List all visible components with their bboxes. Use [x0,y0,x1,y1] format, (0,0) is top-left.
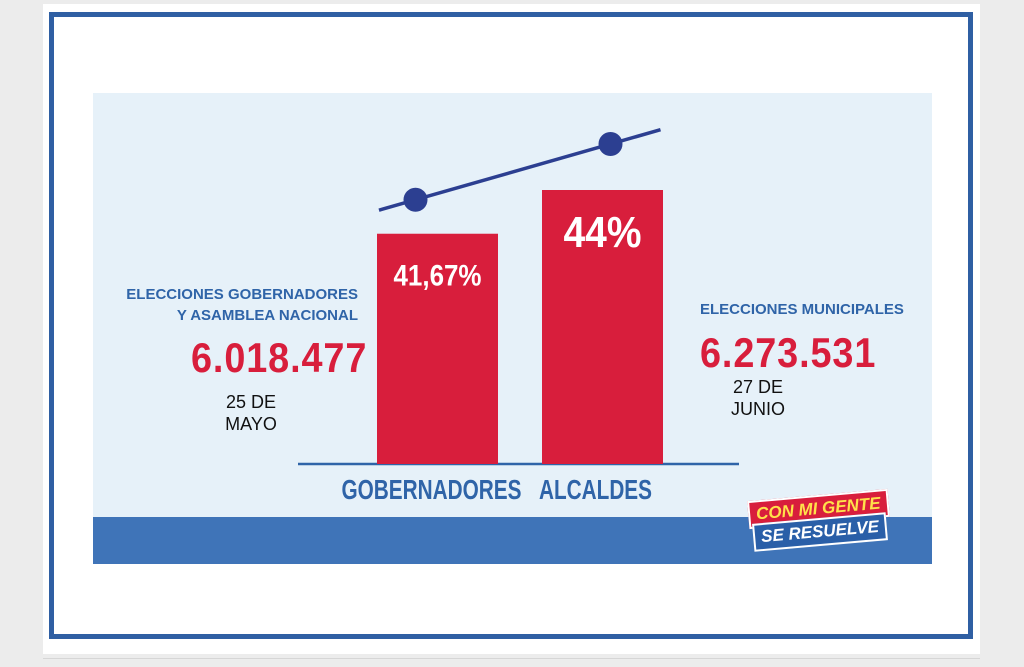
left-vote-count: 6.018.477 [191,334,368,381]
trend-point-alcaldes [598,132,623,156]
right-date-line1: 27 DE [732,377,784,397]
right-date: 27 DE JUNIO [718,376,798,420]
left-title-line1: ELECCIONES GOBERNADORES [126,286,358,303]
category-label-alcaldes: ALCALDES [539,474,652,505]
right-date-line2: JUNIO [731,399,785,419]
bottom-divider [43,658,980,659]
trend-point-gobernadores [403,187,428,212]
category-label-gobernadores: GOBERNADORES [342,474,522,505]
value-label-gobernadores: 41,67% [394,260,482,293]
image-frame [49,12,973,639]
left-date-line1: 25 DE [225,392,277,412]
right-vote-count: 6.273.531 [700,329,877,376]
left-date-line2: MAYO [225,414,277,434]
infographic-panel: 41,67% GOBERNADORES 44% ALCALDES ELECCIONES… [93,93,932,564]
bar-alcaldes [542,190,663,464]
bar-chart: 41,67% GOBERNADORES 44% ALCALDES [298,128,739,505]
bar-gobernadores [377,233,498,464]
left-date: 25 DE MAYO [211,391,291,435]
campaign-logo: CON MI GENTE SE RESUELVE [745,488,915,553]
left-title-line2: Y ASAMBLEA NACIONAL [176,307,358,324]
left-election-title: ELECCIONES GOBERNADORES Y ASAMBLEA NACIO… [93,284,358,326]
value-label-alcaldes: 44% [564,208,642,257]
right-election-title: ELECCIONES MUNICIPALES [700,301,904,318]
